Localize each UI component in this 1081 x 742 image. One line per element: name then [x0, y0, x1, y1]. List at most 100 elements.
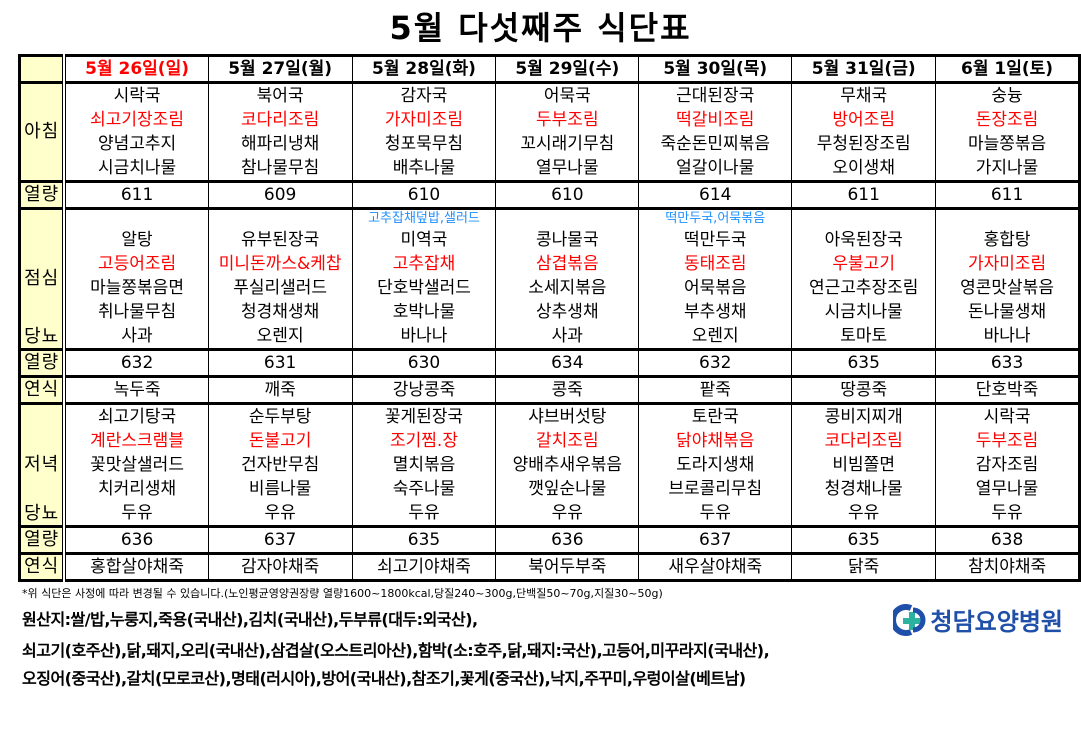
menu-item: 죽순돈민찌볶음: [660, 134, 770, 154]
table-row: 열량 611 609 610 610 614 611 611: [19, 180, 1080, 209]
menu-cell: 토란국 닭야채볶음 도라지생채 브로콜리무침 두유: [638, 402, 793, 527]
menu-item: 무채국: [840, 86, 888, 106]
snack-value: 쇠고기야채죽: [351, 552, 497, 581]
menu-item: 치커리생채: [97, 479, 177, 499]
corner-cell: [19, 55, 67, 83]
menu-item: 무청된장조림: [816, 134, 911, 154]
menu-cell: 근대된장국 떡갈비조림 죽순돈민찌볶음 얼갈이나물: [638, 81, 793, 182]
table-row: 연식 홍합살야채죽 감자야채죽 쇠고기야채죽 북어두부죽 새우살야채죽 닭죽 참치야채죽: [19, 552, 1080, 581]
menu-cell: 쇠고기탕국 계란스크램블 꽃맛살샐러드 치커리생채 두유: [63, 402, 209, 527]
menu-item: 영콘맛살볶음: [960, 278, 1054, 298]
menu-item: 상추생채: [536, 302, 599, 322]
kcal-value: 635: [791, 348, 937, 377]
menu-item: 샤브버섯탕: [528, 407, 607, 427]
kcal-value: 611: [63, 180, 209, 209]
menu-item: 홍합탕: [983, 230, 1031, 250]
row-label-text: 점심: [24, 268, 60, 289]
menu-item: 우유: [848, 503, 880, 523]
menu-cell: 샤브버섯탕 갈치조림 양배추새우볶음 깻잎순나물 우유: [495, 402, 640, 527]
footer: *위 식단은 사정에 따라 변경될 수 있습니다.(노인평균영양권장량 열량16…: [22, 586, 1063, 693]
menu-cell: 숭늉 돈장조림 마늘쫑볶음 가지나물: [935, 81, 1080, 182]
menu-note: 고추잡채덮밥,샐러드: [368, 211, 480, 227]
kcal-value: 633: [935, 348, 1080, 377]
row-label-text: 열량: [24, 352, 60, 374]
menu-cell: 무채국 방어조림 무청된장조림 오이생채: [791, 81, 937, 182]
snack-value: 땅콩죽: [791, 375, 937, 404]
menu-cell: 시락국 두부조림 감자조림 열무나물 두유: [935, 402, 1080, 527]
menu-item: 시락국: [983, 407, 1031, 427]
row-label: 열량: [19, 180, 67, 209]
menu-item: 참나물무침: [241, 158, 320, 178]
menu-item: 토마토: [840, 326, 888, 346]
kcal-value: 614: [638, 180, 793, 209]
menu-cell: 고추잡채덮밥,샐러드 미역국 고추잡채 단호박샐러드 호박나물 바나나: [351, 207, 497, 350]
date-header: 5월 31일(금): [791, 55, 937, 83]
kcal-value: 631: [207, 348, 353, 377]
row-label: 연식: [19, 552, 67, 581]
menu-item: 해파리냉채: [241, 134, 320, 154]
kcal-value: 632: [63, 348, 209, 377]
main-dish: 코다리조림: [824, 431, 903, 451]
main-dish: 두부조림: [975, 431, 1039, 451]
menu-note: [66, 212, 207, 229]
menu-item: 양배추새우볶음: [512, 455, 623, 475]
kcal-value: 609: [207, 180, 353, 209]
menu-item: 숭늉: [991, 86, 1023, 106]
menu-cell: 떡만두국,어묵볶음 떡만두국 동태조림 어묵볶음 부추생채 오렌지: [638, 207, 793, 350]
menu-item: 오렌지: [256, 326, 304, 346]
date-header: 6월 1일(토): [935, 55, 1080, 83]
main-dish: 미니돈까스&케찹: [218, 254, 342, 274]
diabetic-label: 당뇨: [24, 326, 60, 347]
kcal-value: 630: [351, 348, 497, 377]
menu-item: 순두부탕: [248, 407, 312, 427]
menu-note: [497, 212, 638, 229]
row-label: 열량: [19, 525, 67, 554]
menu-item: 청경채생채: [241, 302, 320, 322]
main-dish: 코다리조림: [241, 110, 320, 130]
menu-item: 가지나물: [975, 158, 1039, 178]
menu-item: 부추생채: [683, 302, 747, 322]
menu-item: 마늘쫑볶음: [967, 134, 1047, 154]
snack-value: 홍합살야채죽: [63, 552, 209, 581]
menu-item: 떡만두국: [683, 230, 747, 250]
menu-cell: 시락국 쇠고기장조림 양념고추지 시금치나물: [63, 81, 209, 182]
main-dish: 두부조림: [536, 110, 599, 130]
table-row: 연식 녹두죽 깨죽 강낭콩죽 콩죽 팥죽 땅콩죽 단호박죽: [19, 375, 1080, 404]
menu-note: [793, 212, 935, 229]
menu-item: 깻잎순나물: [528, 479, 607, 499]
kcal-value: 610: [495, 180, 640, 209]
kcal-value: 632: [638, 348, 793, 377]
date-header: 5월 29일(수): [495, 55, 640, 83]
menu-item: 알탕: [121, 230, 153, 250]
row-label-text: 열량: [24, 184, 60, 206]
menu-item: 단호박샐러드: [377, 278, 471, 298]
main-dish: 고등어조림: [97, 254, 177, 274]
main-dish: 닭야채볶음: [676, 431, 755, 451]
menu-item: 사과: [121, 326, 153, 346]
row-label: 저녁 당뇨: [19, 402, 67, 527]
menu-item: 도라지생채: [676, 455, 755, 475]
table-row: 점심 당뇨 알탕 고등어조림 마늘쫑볶음면 취나물무침 사과 유부된장국 미니돈까스&케찹 푸실리…: [19, 207, 1080, 350]
menu-item: 쇠고기탕국: [97, 407, 177, 427]
menu-item: 배추나물: [392, 158, 456, 178]
snack-value: 감자야채죽: [207, 552, 353, 581]
menu-item: 숙주나물: [392, 479, 456, 499]
hospital-cross-icon: [892, 603, 925, 636]
date-header: 5월 26일(일): [63, 55, 209, 83]
row-label-text: 연식: [24, 556, 60, 578]
menu-item: 오이생채: [832, 158, 895, 178]
row-label: 열량: [19, 348, 67, 377]
menu-item: 청경채나물: [824, 479, 903, 499]
table-row: 5월 26일(일) 5월 27일(월) 5월 28일(화) 5월 29일(수) 5월 3…: [19, 55, 1080, 83]
menu-item: 푸실리샐러드: [233, 278, 328, 298]
menu-cell: 유부된장국 미니돈까스&케찹 푸실리샐러드 청경채생채 오렌지: [207, 207, 353, 350]
menu-item: 멸치볶음: [392, 455, 456, 475]
menu-item: 아욱된장국: [824, 230, 903, 250]
main-dish: 동태조림: [683, 254, 747, 274]
main-dish: 가자미조림: [384, 110, 464, 130]
kcal-value: 637: [638, 525, 793, 554]
menu-note: [937, 212, 1078, 229]
row-label: 아침: [19, 81, 67, 182]
snack-value: 팥죽: [638, 375, 793, 404]
menu-item: 두유: [699, 503, 731, 523]
